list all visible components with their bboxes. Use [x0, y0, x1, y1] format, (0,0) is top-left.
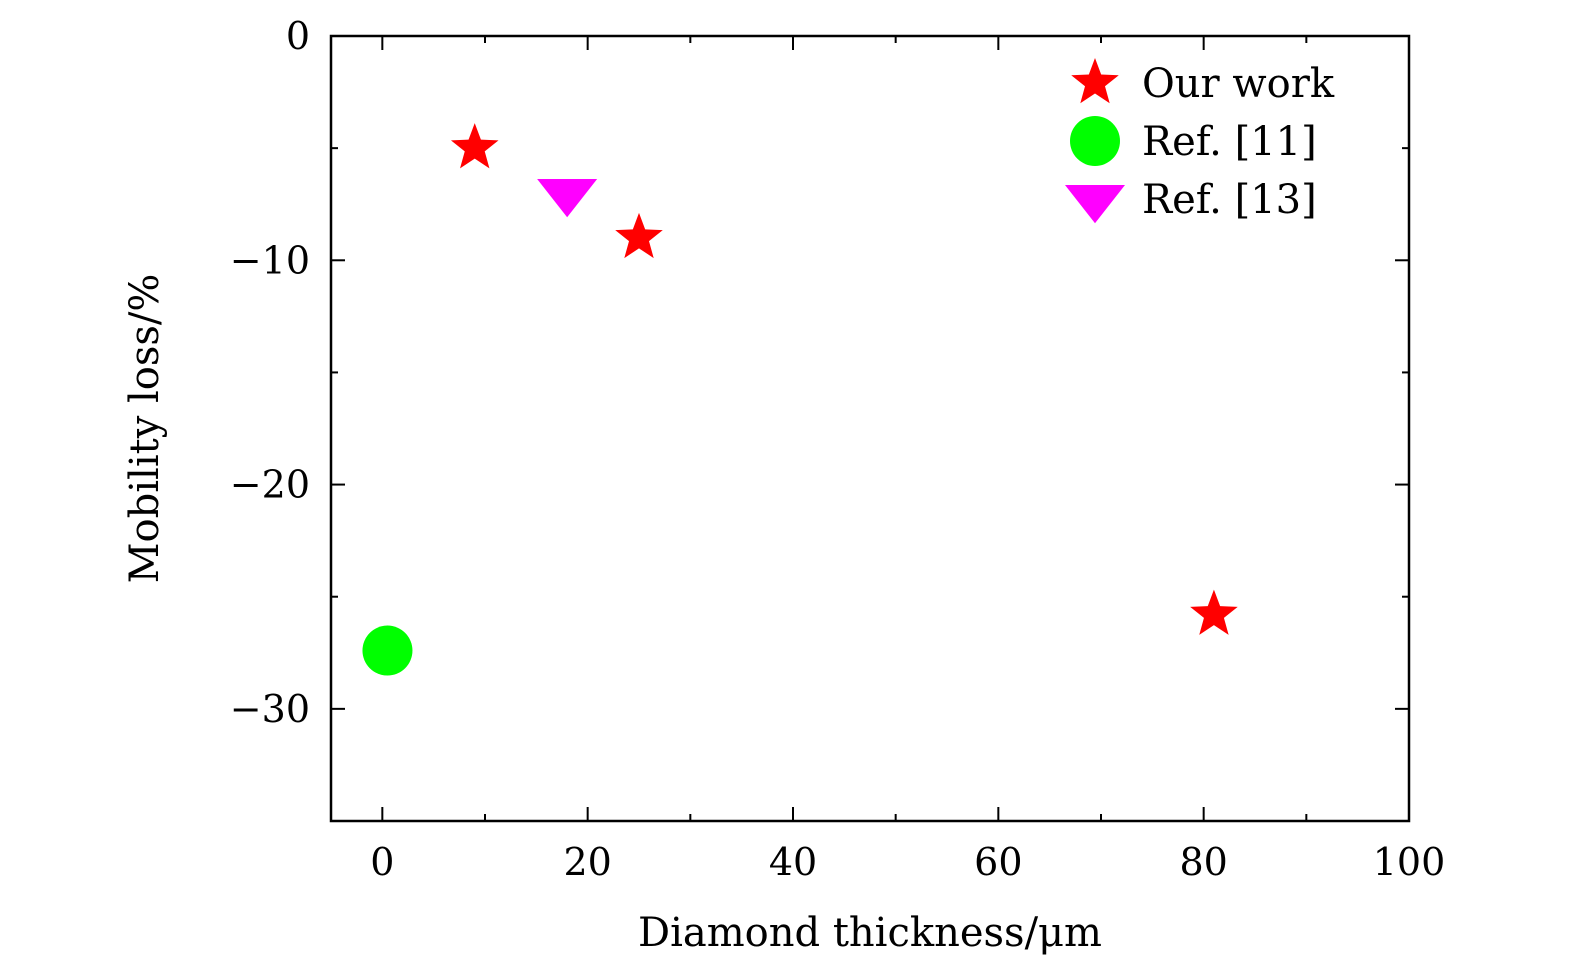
- data-point-star: [1190, 589, 1238, 635]
- y-tick-label: −30: [230, 687, 310, 731]
- x-tick-label: 20: [563, 840, 611, 884]
- data-point-star: [615, 212, 663, 259]
- data-points: [362, 123, 1238, 676]
- legend-marker-triangle: [1065, 184, 1125, 224]
- legend-marker-star: [1071, 58, 1119, 104]
- y-axis-tick-labels: 0 −10 −20 −30: [230, 14, 310, 731]
- y-tick-label: 0: [286, 14, 310, 58]
- legend-label-our-work: Our work: [1142, 61, 1335, 107]
- x-tick-label: 0: [370, 840, 394, 884]
- legend-item-ref-13: Ref. [13]: [1065, 177, 1317, 224]
- data-point-circle: [362, 625, 413, 676]
- x-axis-title: Diamond thickness/μm: [638, 910, 1102, 956]
- legend-item-our-work: Our work: [1071, 58, 1335, 107]
- y-axis-title: Mobility loss/%: [122, 274, 168, 584]
- data-point-triangle-down: [537, 178, 598, 218]
- legend-label-ref-13: Ref. [13]: [1142, 177, 1317, 223]
- x-tick-label: 100: [1373, 840, 1446, 884]
- legend-item-ref-11: Ref. [11]: [1070, 116, 1317, 166]
- plot-frame: [329, 34, 1411, 823]
- x-axis-tick-labels: 0 20 40 60 80 100: [370, 840, 1445, 884]
- legend-label-ref-11: Ref. [11]: [1142, 119, 1317, 165]
- y-tick-label: −20: [230, 463, 310, 507]
- data-point-star: [450, 123, 499, 169]
- y-tick-label: −10: [230, 238, 310, 282]
- legend-marker-circle: [1070, 116, 1120, 166]
- x-tick-label: 40: [769, 840, 817, 884]
- x-tick-label: 80: [1179, 840, 1227, 884]
- legend: Our work Ref. [11] Ref. [13]: [1065, 58, 1335, 224]
- x-tick-label: 60: [974, 840, 1022, 884]
